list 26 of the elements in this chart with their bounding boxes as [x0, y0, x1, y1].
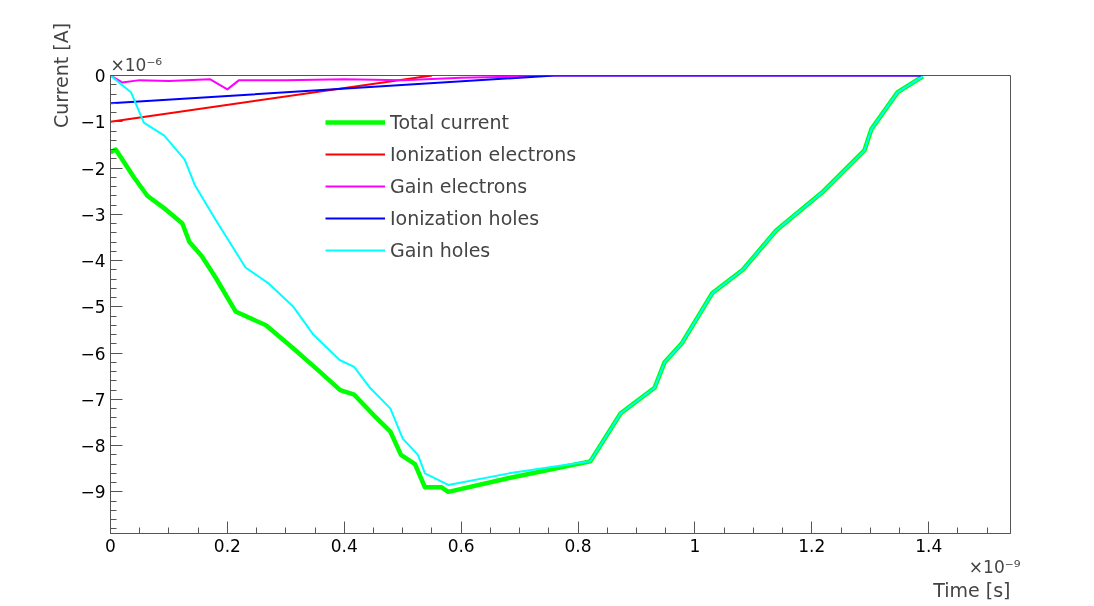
y-tick-label: −2 [80, 158, 106, 179]
text: ×10⁻⁶ [110, 54, 163, 75]
legend-label: Gain holes [390, 238, 491, 263]
y-tick-label: −8 [80, 436, 106, 457]
y-axis-title: Current [A] [50, 22, 73, 129]
x-tick-label: 0.2 [213, 535, 241, 556]
y-tick-label: −4 [80, 251, 106, 272]
x-tick-label: 1.2 [798, 535, 826, 556]
y-tick-label: −6 [80, 343, 106, 364]
x-tick-label: 0.8 [564, 535, 592, 556]
y-tick-label: −5 [80, 297, 106, 318]
x-tick-label: 0.6 [447, 535, 475, 556]
legend-label: Ionization electrons [390, 142, 577, 167]
text: ×10⁻⁹ [968, 556, 1021, 577]
x-tick-label: 1 [689, 535, 701, 556]
y-tick-label: −7 [80, 389, 106, 410]
legend-label: Gain electrons [390, 174, 528, 199]
legend-label: Ionization holes [390, 206, 540, 231]
y-tick-label: −1 [80, 112, 106, 133]
x-tick-label: 0.4 [330, 535, 358, 556]
y-tick-label: −9 [80, 482, 106, 503]
x-axis-title: Time [s] [932, 578, 1011, 601]
legend-label: Total current [390, 110, 509, 135]
x-tick-label: 1.4 [915, 535, 943, 556]
y-tick-label: 0 [94, 66, 106, 86]
y-tick-label: −3 [80, 204, 106, 225]
